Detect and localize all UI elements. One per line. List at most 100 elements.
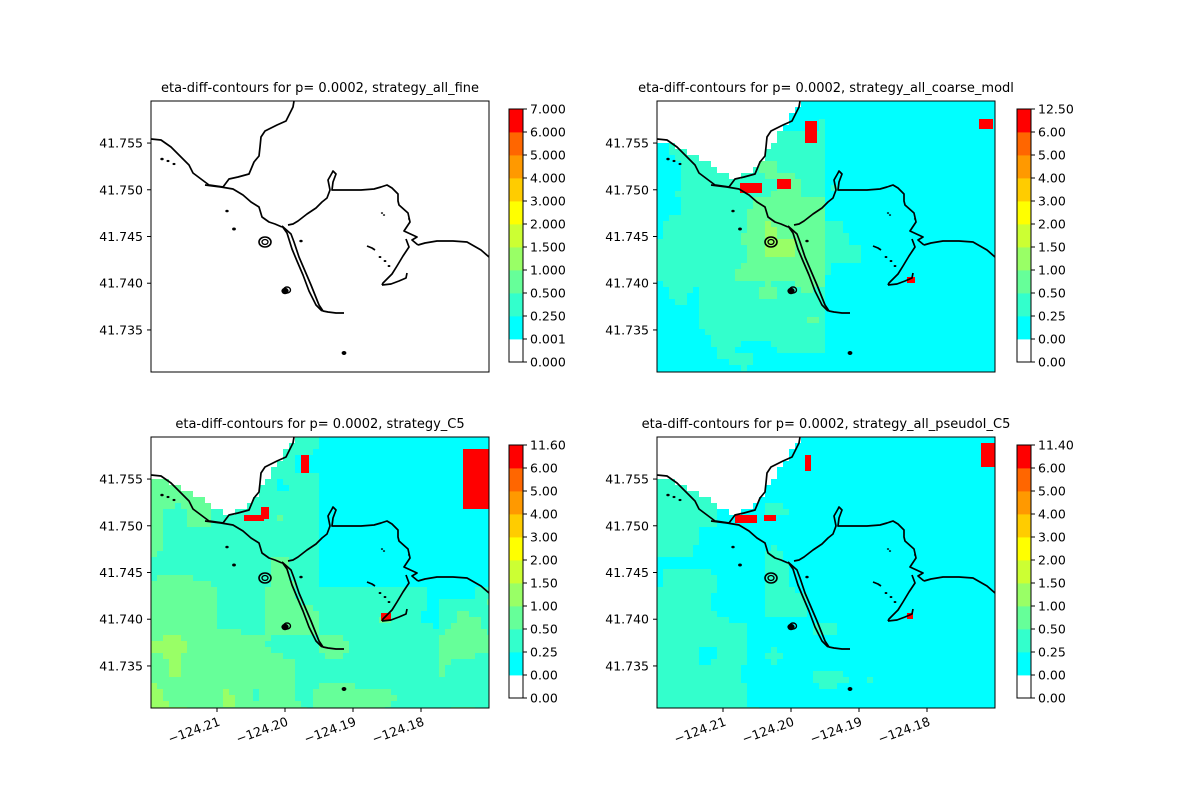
island-marker — [380, 548, 384, 550]
island-marker — [172, 498, 176, 502]
coastline-path — [417, 576, 489, 594]
colorbar-tick-label: 1.500 — [530, 240, 566, 255]
colorbar-segment — [1017, 514, 1031, 538]
y-tick-label: 41.740 — [99, 276, 143, 291]
island-marker — [913, 218, 917, 220]
y-tick-label: 41.735 — [99, 322, 143, 337]
colorbar-segment — [1017, 109, 1031, 133]
colorbar-segment — [509, 445, 523, 469]
x-tick-label: −124.20 — [234, 714, 290, 747]
colorbar-segment — [509, 583, 523, 607]
colorbar-tick-label: 5.00 — [1038, 148, 1066, 163]
colorbar-segment — [509, 468, 523, 492]
colorbar-segment — [1017, 468, 1031, 492]
colorbar-segment — [509, 606, 523, 630]
coastline-path — [710, 184, 789, 228]
colorbar-segment — [1017, 491, 1031, 515]
island-marker — [672, 159, 676, 163]
colorbar-tick-label: 4.00 — [1038, 507, 1066, 522]
island-marker — [232, 563, 236, 567]
coastline-path — [787, 225, 829, 312]
colorbar: 0.00 0.00 0.25 0.50 1.00 1.50 2.00 3.00 4.00 5.00… — [1016, 438, 1074, 706]
colorbar-tick-label: 0.00 — [530, 691, 558, 706]
island-marker — [378, 256, 382, 258]
coastline-path — [923, 576, 995, 594]
coastline-path — [887, 238, 916, 286]
chart-title: eta-diff-contours for p= 0.0002, strateg… — [161, 81, 479, 96]
colorbar-tick-label: 0.00 — [1038, 668, 1066, 683]
y-tick-label: 41.755 — [605, 136, 649, 151]
colorbar-segment — [1017, 270, 1031, 294]
island-marker — [731, 545, 735, 549]
island-marker — [888, 550, 892, 552]
coastline-path — [151, 437, 295, 524]
island-marker — [299, 575, 303, 579]
island-ring — [764, 572, 778, 584]
island-marker — [380, 212, 384, 214]
coastline-path — [366, 245, 376, 251]
colorbar-segment — [1017, 339, 1031, 363]
colorbar-segment — [509, 270, 523, 294]
coastline-path — [417, 240, 489, 258]
island-marker — [232, 227, 236, 231]
subplot-4: eta-diff-contours for p= 0.0002, strateg… — [605, 417, 1074, 746]
colorbar-segment — [509, 109, 523, 133]
colorbar-segment — [1017, 583, 1031, 607]
island-marker — [341, 351, 347, 355]
colorbar-tick-label: 6.00 — [530, 461, 558, 476]
coastline-path — [366, 581, 376, 587]
colorbar-tick-label: 0.001 — [530, 332, 566, 347]
y-tick-label: 41.755 — [605, 472, 649, 487]
colorbar-tick-label: 3.00 — [1038, 530, 1066, 545]
island-marker — [383, 260, 387, 262]
colorbar-tick-label: 0.00 — [530, 668, 558, 683]
colorbar-segment — [509, 293, 523, 317]
colorbar-tick-label: 0.000 — [530, 355, 566, 370]
hotspot — [805, 121, 817, 143]
coastline-path — [281, 225, 323, 312]
coastline — [657, 101, 995, 355]
y-tick-label: 41.745 — [99, 229, 143, 244]
colorbar-tick-label: 4.000 — [530, 171, 566, 186]
island-marker — [407, 554, 411, 556]
colorbar-tick-label: 0.50 — [530, 622, 558, 637]
x-tick-label: −124.19 — [302, 714, 358, 747]
colorbar-segment — [1017, 247, 1031, 271]
island-marker — [893, 601, 897, 603]
coastline-path — [281, 561, 344, 650]
coastline-path — [657, 101, 801, 188]
colorbar-tick-label: 11.60 — [530, 438, 566, 453]
island-marker — [387, 601, 391, 603]
colorbar-frame — [1016, 444, 1032, 699]
colorbar-tick-label: 6.00 — [1038, 125, 1066, 140]
island-marker — [341, 687, 347, 691]
colorbar-tick-label: 1.000 — [530, 263, 566, 278]
colorbar-tick-label: 0.25 — [1038, 309, 1066, 324]
island-ring — [767, 574, 775, 582]
colorbar-segment — [509, 491, 523, 515]
colorbar-segment — [1017, 675, 1031, 699]
island-marker — [805, 239, 809, 243]
y-tick-label: 41.740 — [605, 612, 649, 627]
colorbar-segment — [509, 537, 523, 561]
colorbar-segment — [509, 178, 523, 202]
colorbar-segment — [1017, 178, 1031, 202]
island-marker — [893, 265, 897, 267]
island-marker — [886, 548, 890, 550]
y-tick-label: 41.745 — [99, 565, 143, 580]
coastline-path — [287, 506, 419, 582]
colorbar-tick-label: 0.500 — [530, 286, 566, 301]
island-marker — [738, 563, 742, 567]
island-marker — [382, 550, 386, 552]
colorbar-tick-label: 12.50 — [1038, 102, 1074, 117]
colorbar-tick-label: 1.50 — [1038, 240, 1066, 255]
colorbar-tick-label: 2.000 — [530, 217, 566, 232]
island-marker — [225, 545, 229, 549]
coastline-path — [204, 184, 283, 228]
island-marker — [172, 162, 176, 166]
island-marker — [888, 214, 892, 216]
hotspot — [764, 515, 776, 521]
coastline-path — [151, 101, 295, 188]
island-ring — [767, 238, 775, 246]
island-marker — [378, 592, 382, 594]
